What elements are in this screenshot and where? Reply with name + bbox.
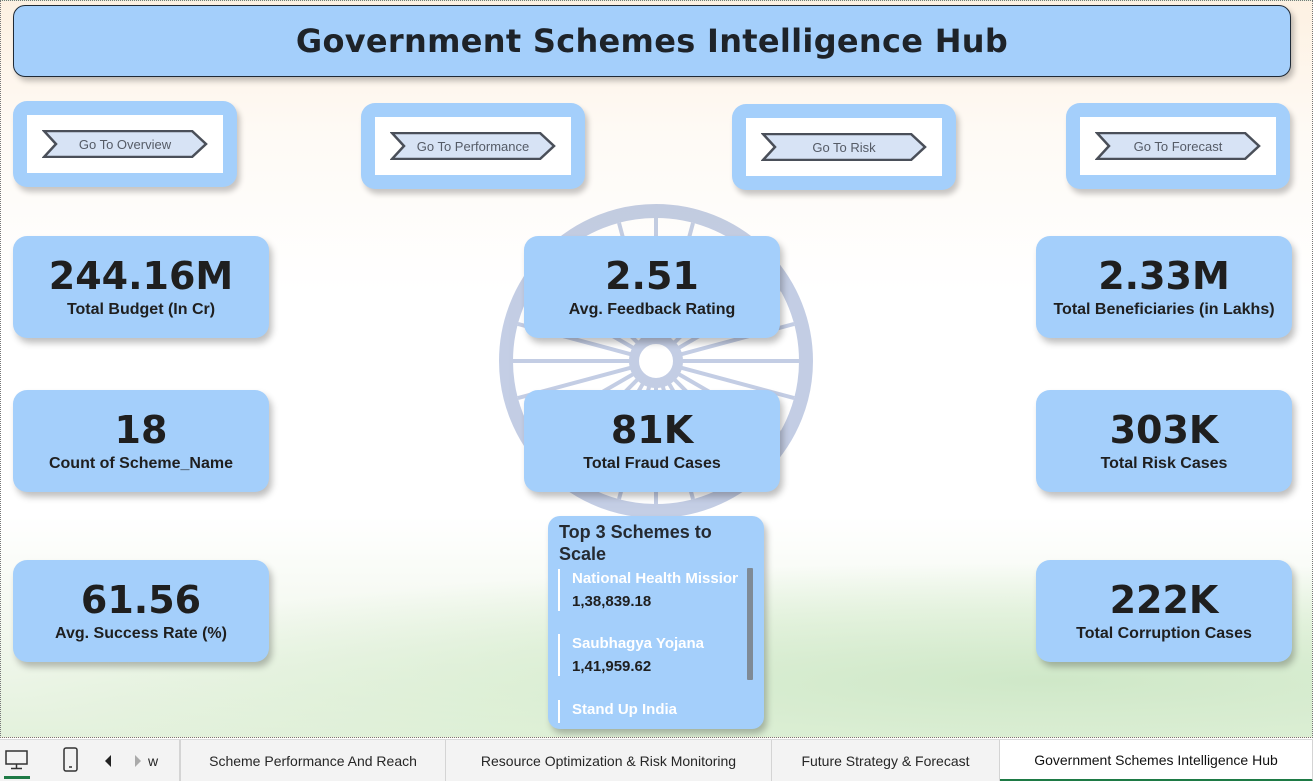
kpi-label: Avg. Feedback Rating [568, 301, 736, 318]
nav-card-forecast: Go To Forecast [1066, 103, 1290, 189]
kpi-corruption-cases: 222K Total Corruption Cases [1036, 560, 1292, 662]
kpi-value: 61.56 [80, 578, 202, 622]
prev-page-icon[interactable] [102, 754, 114, 768]
page-tab-bar: w Scheme Performance And Reach Resource … [0, 739, 1313, 781]
tab-partial-overview[interactable]: w [148, 740, 180, 781]
kpi-scheme-count: 18 Count of Scheme_Name [13, 390, 269, 492]
kpi-label: Total Beneficiaries (in Lakhs) [1053, 301, 1275, 318]
kpi-success-rate: 61.56 Avg. Success Rate (%) [13, 560, 269, 662]
report-canvas: Government Schemes Intelligence Hub Go T… [0, 0, 1313, 738]
kpi-total-beneficiaries: 2.33M Total Beneficiaries (in Lakhs) [1036, 236, 1292, 338]
go-to-performance-button[interactable]: Go To Performance [390, 132, 556, 160]
tab-future-strategy[interactable]: Future Strategy & Forecast [772, 740, 1000, 781]
dashboard-title-bar: Government Schemes Intelligence Hub [13, 5, 1291, 77]
top-schemes-card[interactable]: Top 3 Schemes to Scale National Health M… [548, 516, 764, 729]
top-schemes-title: Top 3 Schemes to Scale [559, 522, 712, 564]
nav-card-risk: Go To Risk [732, 104, 956, 190]
active-view-indicator [4, 776, 30, 779]
list-scrollbar[interactable] [747, 568, 753, 680]
kpi-value: 303K [1109, 408, 1219, 452]
tab-resource-optimization[interactable]: Resource Optimization & Risk Monitoring [446, 740, 772, 781]
kpi-value: 18 [114, 408, 168, 452]
page-title: Government Schemes Intelligence Hub [295, 22, 1009, 60]
kpi-total-budget: 244.16M Total Budget (In Cr) [13, 236, 269, 338]
list-item[interactable]: Saubhagya Yojana 1,41,959.62 [558, 634, 738, 676]
tab-scheme-performance[interactable]: Scheme Performance And Reach [180, 740, 446, 781]
kpi-label: Avg. Success Rate (%) [55, 625, 227, 642]
kpi-label: Total Corruption Cases [1076, 625, 1252, 642]
list-item[interactable]: Stand Up India [558, 700, 738, 723]
kpi-label: Total Budget (In Cr) [66, 301, 216, 318]
kpi-avg-feedback: 2.51 Avg. Feedback Rating [524, 236, 780, 338]
go-to-risk-button[interactable]: Go To Risk [761, 133, 927, 161]
scheme-name: Stand Up India [572, 701, 677, 718]
nav-card-performance: Go To Performance [361, 103, 585, 189]
go-to-forecast-button[interactable]: Go To Forecast [1095, 132, 1261, 160]
kpi-value: 2.33M [1098, 254, 1230, 298]
list-item[interactable]: National Health Mission 1,38,839.18 [558, 569, 738, 611]
kpi-value: 244.16M [48, 254, 234, 298]
scheme-value: 1,38,839.18 [572, 593, 652, 610]
go-to-overview-button[interactable]: Go To Overview [42, 130, 208, 158]
nav-card-overview: Go To Overview [13, 101, 237, 187]
scheme-value: 1,41,959.62 [572, 658, 652, 675]
phone-view-icon[interactable] [62, 746, 80, 774]
scheme-name: Saubhagya Yojana [572, 635, 704, 652]
kpi-risk-cases: 303K Total Risk Cases [1036, 390, 1292, 492]
kpi-label: Total Risk Cases [1100, 455, 1228, 472]
kpi-label: Count of Scheme_Name [48, 455, 234, 472]
next-page-icon[interactable] [132, 754, 144, 768]
kpi-fraud-cases: 81K Total Fraud Cases [524, 390, 780, 492]
kpi-label: Total Fraud Cases [583, 455, 721, 472]
desktop-view-icon[interactable] [4, 748, 30, 772]
kpi-value: 2.51 [605, 254, 699, 298]
kpi-value: 81K [610, 408, 694, 452]
kpi-value: 222K [1109, 578, 1219, 622]
tab-intelligence-hub[interactable]: Government Schemes Intelligence Hub [1000, 740, 1313, 781]
scheme-name: National Health Mission [572, 570, 738, 587]
